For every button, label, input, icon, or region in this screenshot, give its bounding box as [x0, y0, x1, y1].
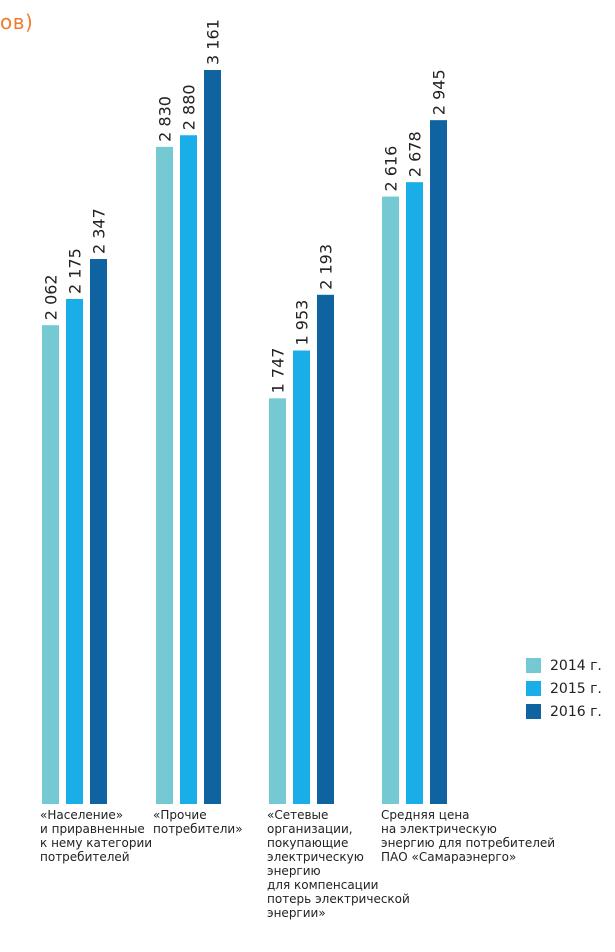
data-label-2-1: 2 175	[66, 248, 85, 294]
data-label-2-4: 2 678	[406, 131, 425, 177]
bar-1-2	[156, 146, 173, 804]
legend-swatch	[526, 681, 541, 696]
legend: 2014 г. 2015 г. 2016 г.	[526, 654, 602, 723]
legend-label: 2014 г.	[550, 657, 602, 674]
data-label-2-3: 1 953	[293, 300, 312, 346]
bar-2-4	[406, 182, 423, 804]
data-label-1-4: 2 616	[382, 146, 401, 192]
category-label-4: Средняя цена на электрическую энергию дл…	[381, 808, 556, 864]
data-label-3-1: 2 347	[90, 208, 109, 254]
bar-2-1	[66, 298, 83, 804]
category-label-1: «Население» и приравненные к нему катего…	[40, 808, 153, 864]
legend-label: 2015 г.	[550, 680, 602, 697]
bar-1-1	[42, 325, 59, 804]
bar-3-2	[204, 70, 221, 804]
bar-1-3	[269, 398, 286, 804]
category-label-3: «Сетевые организации, покупающие электри…	[267, 808, 410, 920]
data-label-2-2: 2 880	[180, 84, 199, 130]
category-label-2: «Прочие потребители»	[153, 808, 243, 836]
chart-title-fragment: ов)	[0, 10, 34, 34]
bar-2-2	[180, 135, 197, 804]
data-label-1-3: 1 747	[269, 348, 288, 394]
legend-item-1: 2014 г.	[526, 654, 602, 677]
legend-item-3: 2016 г.	[526, 700, 602, 723]
data-label-3-4: 2 945	[430, 69, 449, 115]
legend-item-2: 2015 г.	[526, 677, 602, 700]
bar-1-4	[382, 196, 399, 804]
data-label-3-2: 3 161	[204, 19, 223, 65]
bar-3-1	[90, 259, 107, 804]
legend-swatch	[526, 704, 541, 719]
legend-swatch	[526, 658, 541, 673]
data-label-1-2: 2 830	[156, 96, 175, 142]
data-label-3-3: 2 193	[317, 244, 336, 290]
bar-2-3	[293, 350, 310, 804]
legend-label: 2016 г.	[550, 703, 602, 720]
data-label-1-1: 2 062	[42, 274, 61, 320]
bar-3-4	[430, 120, 447, 805]
bar-3-3	[317, 294, 334, 804]
